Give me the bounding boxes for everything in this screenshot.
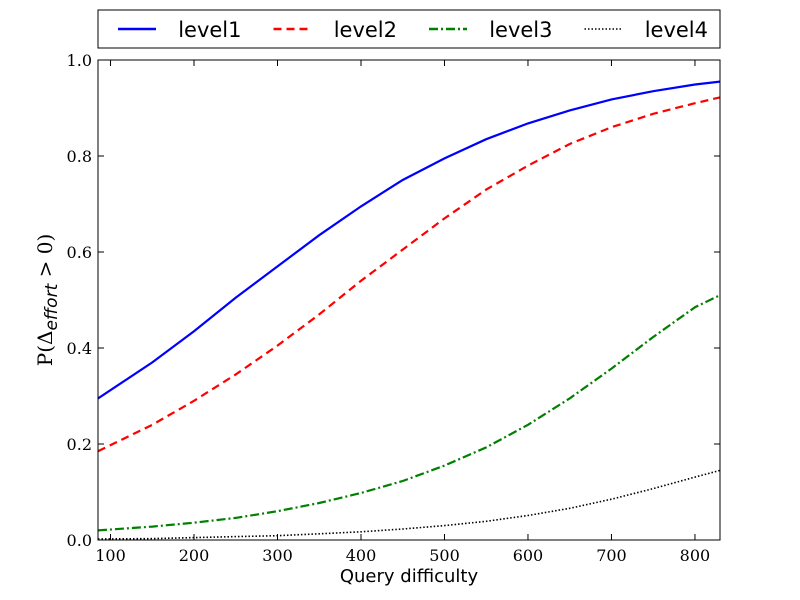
- y-tick-label: 1.0: [67, 51, 92, 70]
- y-axis-label-prefix: P(Δ: [33, 331, 57, 367]
- ticks-layer: 100 200 300 400 500 600 700 800 0.0 0.2 0.4 0.6 0.8 1…: [67, 51, 720, 565]
- y-tick-label: 0.6: [67, 243, 92, 262]
- series-line-level1: [98, 80, 720, 400]
- x-tick-label: 700: [596, 546, 627, 565]
- x-tick-label: 500: [429, 546, 460, 565]
- plot-area: [98, 60, 720, 540]
- x-tick-label: 100: [95, 546, 126, 565]
- legend: level1 level2 level3 level4: [97, 9, 721, 49]
- y-axis-label-suffix: > 0): [33, 234, 57, 284]
- series-line-level2: [98, 96, 720, 453]
- y-tick-label: 0.4: [67, 339, 92, 358]
- x-tick-label: 200: [179, 546, 210, 565]
- y-tick-label: 0.2: [67, 435, 92, 454]
- legend-label-level1: level1: [178, 18, 241, 42]
- x-tick-label: 400: [346, 546, 377, 565]
- x-tick-label: 600: [513, 546, 544, 565]
- legend-label-level3: level3: [489, 18, 552, 42]
- x-tick-label: 800: [680, 546, 711, 565]
- x-tick-label: 300: [262, 546, 293, 565]
- y-axis-label: P(Δeffort > 0): [33, 234, 62, 367]
- x-axis-label: Query difficulty: [340, 566, 479, 587]
- series-line-level4: [98, 469, 720, 540]
- legend-label-level2: level2: [334, 18, 397, 42]
- y-axis-label-subscript: effort: [42, 282, 62, 330]
- legend-label-level4: level4: [645, 18, 708, 42]
- y-tick-label: 0.8: [67, 147, 92, 166]
- plot-frame: [97, 59, 721, 541]
- y-tick-label: 0.0: [67, 531, 92, 550]
- series-layer: [98, 80, 720, 540]
- series-line-level3: [98, 294, 720, 532]
